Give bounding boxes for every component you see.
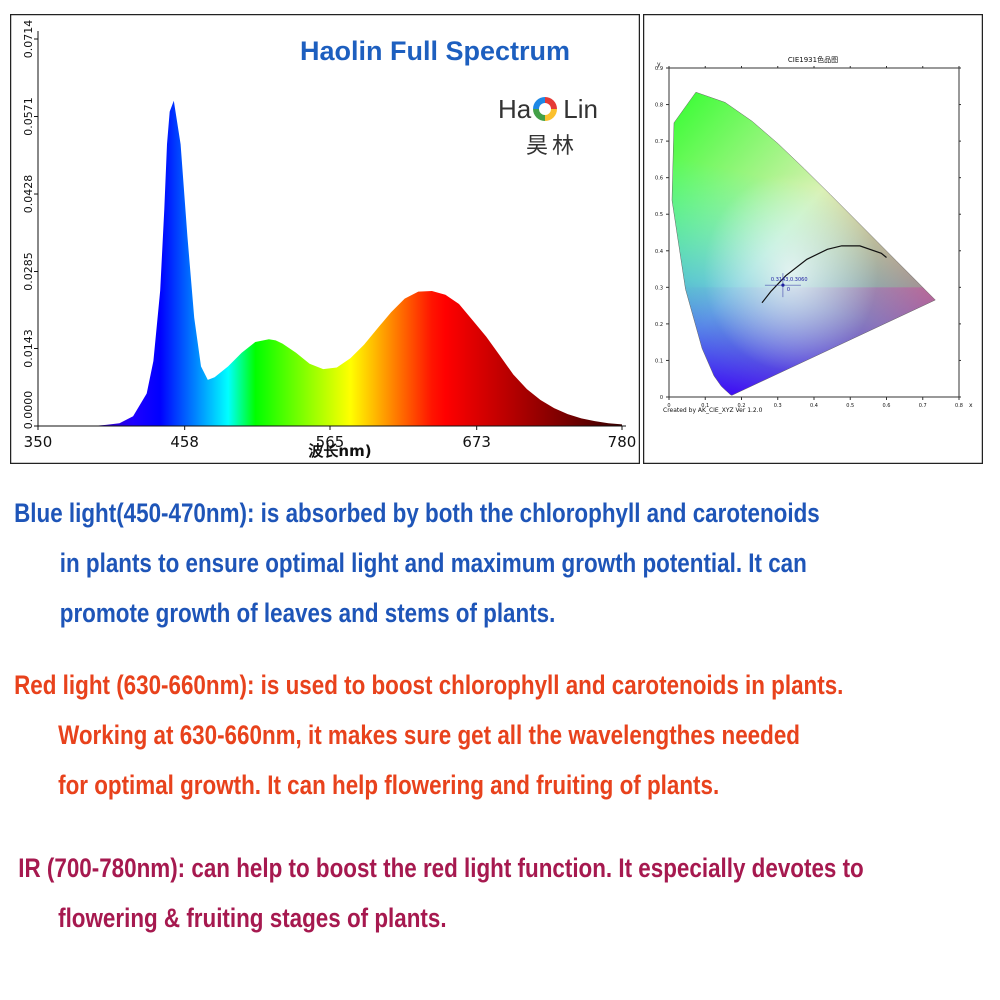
cie-x-tick-label: 0 bbox=[667, 403, 670, 409]
blue-light-line-1: Blue light(450-470nm): is absorbed by bo… bbox=[14, 498, 820, 528]
cie-chromaticity-chart: CIE1931色品图 0.3143,0.3060 0 0 0.1 0.2 0.3 0.4 0… bbox=[642, 13, 984, 465]
cie-y-tick-label: 0.6 bbox=[655, 176, 663, 182]
spectrum-chart-panel: 350 458 565 673 780 0.0000 0.0143 0.0285 0.0428 0… bbox=[10, 14, 640, 464]
spectrum-x-tick-label: 673 bbox=[462, 433, 491, 451]
ir-light-line-1: IR (700-780nm): can help to boost the re… bbox=[18, 853, 864, 883]
cie-x-tick-label: 0.3 bbox=[774, 403, 782, 409]
cie-y-tick-label: 0.2 bbox=[655, 322, 663, 328]
cie-y-tick-label: 0.9 bbox=[655, 66, 663, 72]
red-light-line-1: Red light (630-660nm): is used to boost … bbox=[14, 670, 844, 700]
ir-light-line-2: flowering & fruiting stages of plants. bbox=[58, 903, 447, 933]
cie-chart-title: CIE1931色品图 bbox=[788, 55, 838, 64]
blue-light-line-3: promote growth of leaves and stems of pl… bbox=[59, 598, 556, 628]
cie-y-tick-label: 0.7 bbox=[655, 139, 663, 145]
cie-x-tick-label: 0.2 bbox=[738, 403, 746, 409]
spectrum-area bbox=[38, 100, 622, 427]
spectrum-y-tick-label: 0.0714 bbox=[22, 20, 35, 59]
cie-y-tick-label: 0 bbox=[660, 395, 663, 401]
spectrum-x-tick-label: 565 bbox=[316, 433, 345, 451]
brand-logo: Ha Lin 昊林 bbox=[498, 78, 638, 168]
red-light-paragraph: Red light (630-660nm): is used to boost … bbox=[0, 660, 844, 810]
cie-x-tick-label: 0.4 bbox=[810, 403, 818, 409]
cie-y-tick-label: 0.3 bbox=[655, 285, 663, 291]
cie-y-tick-label: 0.8 bbox=[655, 103, 663, 109]
spectrum-y-tick-label: 0.0000 bbox=[22, 391, 35, 430]
spectrum-chart: 350 458 565 673 780 0.0000 0.0143 0.0285 0.0428 0… bbox=[10, 14, 640, 464]
cie-y-axis-label: y bbox=[657, 61, 661, 68]
cie-footer-text: Created by AK_CIE_XYZ Ver 1.2.0 bbox=[663, 407, 763, 414]
spectrum-y-tick-label: 0.0571 bbox=[22, 97, 35, 135]
spectrum-y-tick-label: 0.0285 bbox=[22, 252, 35, 291]
red-light-line-2: Working at 630-660nm, it makes sure get … bbox=[58, 720, 800, 750]
cie-chart-panel: CIE1931色品图 0.3143,0.3060 0 0 0.1 0.2 0.3 0.4 0… bbox=[642, 13, 984, 465]
cie-x-tick-label: 0.6 bbox=[883, 403, 891, 409]
cie-y-tick-label: 0.1 bbox=[655, 358, 663, 364]
ir-light-paragraph: IR (700-780nm): can help to boost the re… bbox=[0, 843, 864, 943]
cie-x-tick-label: 0.7 bbox=[919, 403, 927, 409]
cie-x-axis-label: x bbox=[969, 402, 973, 409]
cie-spectral-locus bbox=[671, 91, 936, 396]
logo-ring-icon bbox=[533, 97, 558, 121]
spectrum-x-axis-label: 波长nm) bbox=[308, 442, 371, 460]
spectrum-y-tick-label: 0.0428 bbox=[22, 175, 35, 214]
cie-point-label: 0.3143,0.3060 bbox=[771, 277, 808, 283]
spectrum-y-tick-label: 0.0143 bbox=[22, 329, 35, 368]
logo-text-right: Lin bbox=[563, 94, 598, 124]
cie-y-tick-label: 0.5 bbox=[655, 212, 663, 218]
logo-text-left: Ha bbox=[498, 94, 532, 124]
spectrum-x-tick-label: 458 bbox=[170, 433, 199, 451]
red-light-line-3: for optimal growth. It can help flowerin… bbox=[58, 770, 720, 800]
cie-point-marker-label: 0 bbox=[787, 287, 790, 293]
cie-x-tick-label: 0.5 bbox=[846, 403, 854, 409]
brand-title: Haolin Full Spectrum bbox=[300, 36, 571, 66]
cie-y-tick-label: 0.4 bbox=[655, 249, 663, 255]
cie-x-tick-label: 0.1 bbox=[701, 403, 709, 409]
blue-light-paragraph: Blue light(450-470nm): is absorbed by bo… bbox=[0, 488, 830, 638]
spectrum-x-tick-label: 350 bbox=[24, 433, 53, 451]
logo-chinese-text: 昊林 bbox=[526, 133, 579, 158]
spectrum-x-tick-label: 780 bbox=[608, 433, 637, 451]
cie-x-tick-label: 0.8 bbox=[955, 403, 963, 409]
cie-planckian-locus bbox=[761, 245, 887, 304]
blue-light-line-2: in plants to ensure optimal light and ma… bbox=[59, 548, 807, 578]
